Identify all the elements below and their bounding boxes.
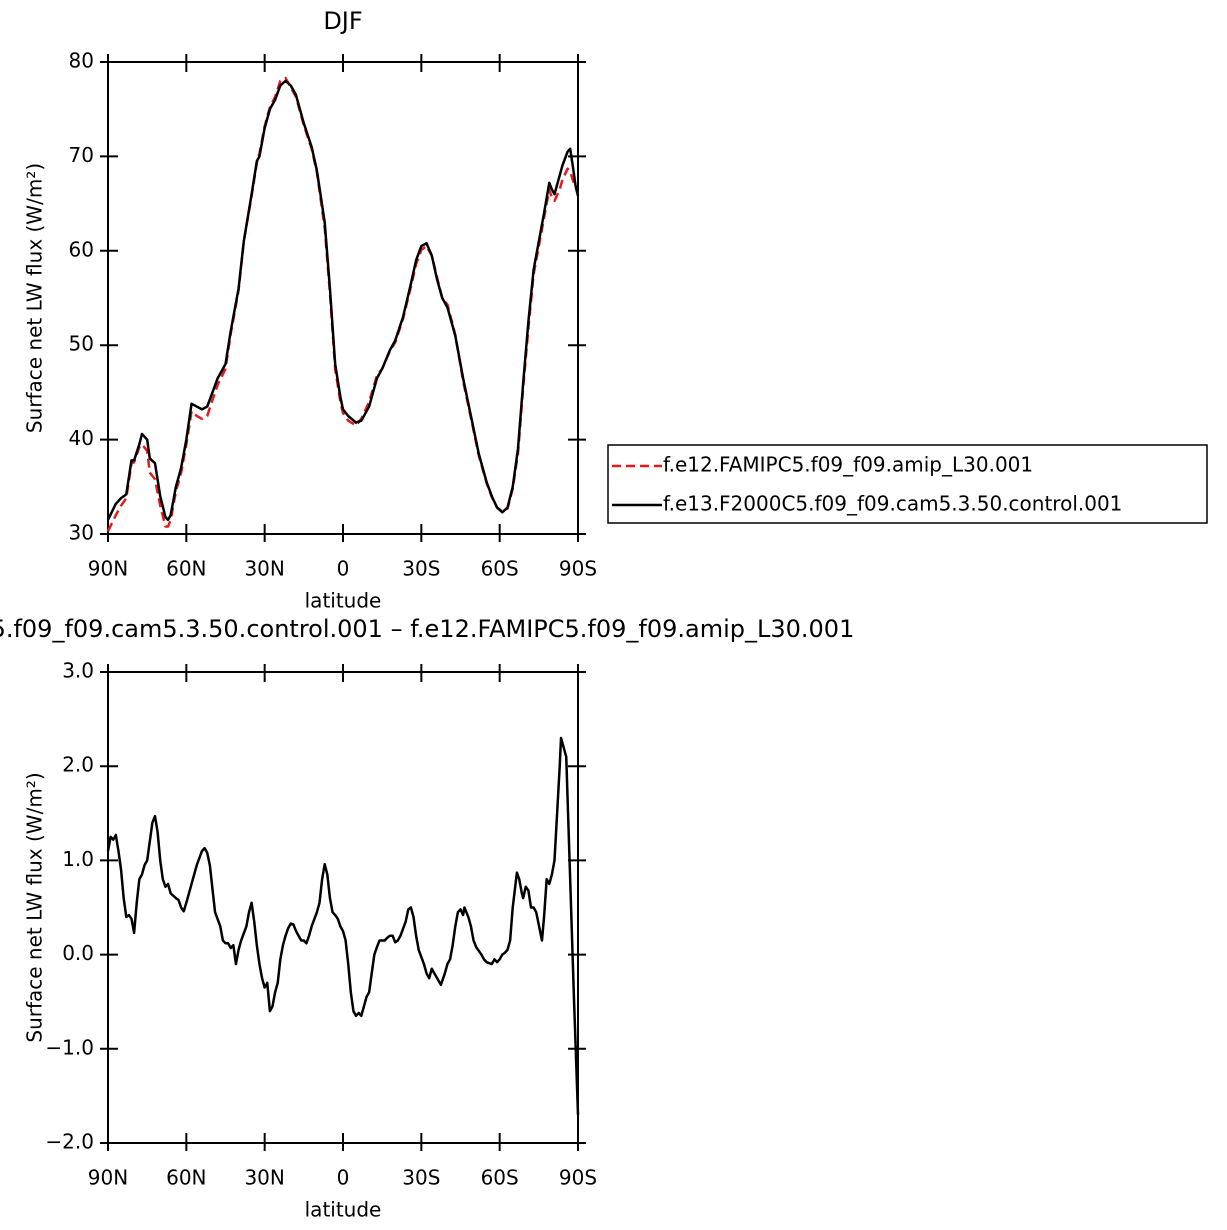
data-line	[106, 736, 580, 1115]
x-tick-label: 90S	[559, 1166, 597, 1190]
chart-title: DJF	[323, 7, 362, 35]
y-tick-label: 70	[69, 143, 94, 167]
legend-label: f.e12.FAMIPC5.f09_f09.amip_L30.001	[663, 453, 1033, 477]
y-tick-label: 60	[69, 237, 94, 261]
x-tick-label: 60N	[166, 557, 206, 581]
x-tick-label: 90S	[559, 557, 597, 581]
x-axis-label: latitude	[305, 1198, 382, 1222]
y-axis-label-group: Surface net LW flux (W/m²)	[23, 772, 47, 1042]
x-tick-label: 30N	[244, 1166, 284, 1190]
y-axis-label: Surface net LW flux (W/m²)	[23, 163, 47, 433]
data-line	[106, 79, 580, 522]
y-tick-label: 3.0	[62, 659, 94, 683]
x-tick-label: 30S	[402, 1166, 440, 1190]
x-tick-label: 60S	[481, 1166, 519, 1190]
x-axis-label: latitude	[305, 589, 382, 613]
y-tick-label: 50	[69, 332, 94, 356]
x-tick-label: 60S	[481, 557, 519, 581]
y-axis-label: Surface net LW flux (W/m²)	[23, 772, 47, 1042]
x-tick-label: 60N	[166, 1166, 206, 1190]
plot-frame	[107, 671, 579, 1144]
x-tick-label: 90N	[88, 1166, 128, 1190]
y-tick-label: 40	[69, 426, 94, 450]
x-tick-label: 0	[337, 1166, 350, 1190]
y-tick-label: 0.0	[62, 941, 94, 965]
y-tick-label: 80	[69, 49, 94, 73]
x-tick-label: 0	[337, 557, 350, 581]
x-tick-label: 30S	[402, 557, 440, 581]
legend-box	[607, 444, 1208, 524]
x-tick-label: 90N	[88, 557, 128, 581]
y-tick-label: 30	[69, 521, 94, 545]
x-tick-label: 30N	[244, 557, 284, 581]
legend-label: f.e13.F2000C5.f09_f09.cam5.3.50.control.…	[663, 492, 1122, 516]
y-tick-label: 2.0	[62, 753, 94, 777]
y-tick-label: −1.0	[45, 1035, 94, 1059]
y-tick-label: −2.0	[45, 1130, 94, 1154]
chart-title: f.e13.F2000C5.f09_f09.cam5.3.50.control.…	[0, 615, 854, 643]
plot-frame	[107, 61, 579, 535]
data-line	[106, 76, 580, 532]
y-tick-label: 1.0	[62, 847, 94, 871]
